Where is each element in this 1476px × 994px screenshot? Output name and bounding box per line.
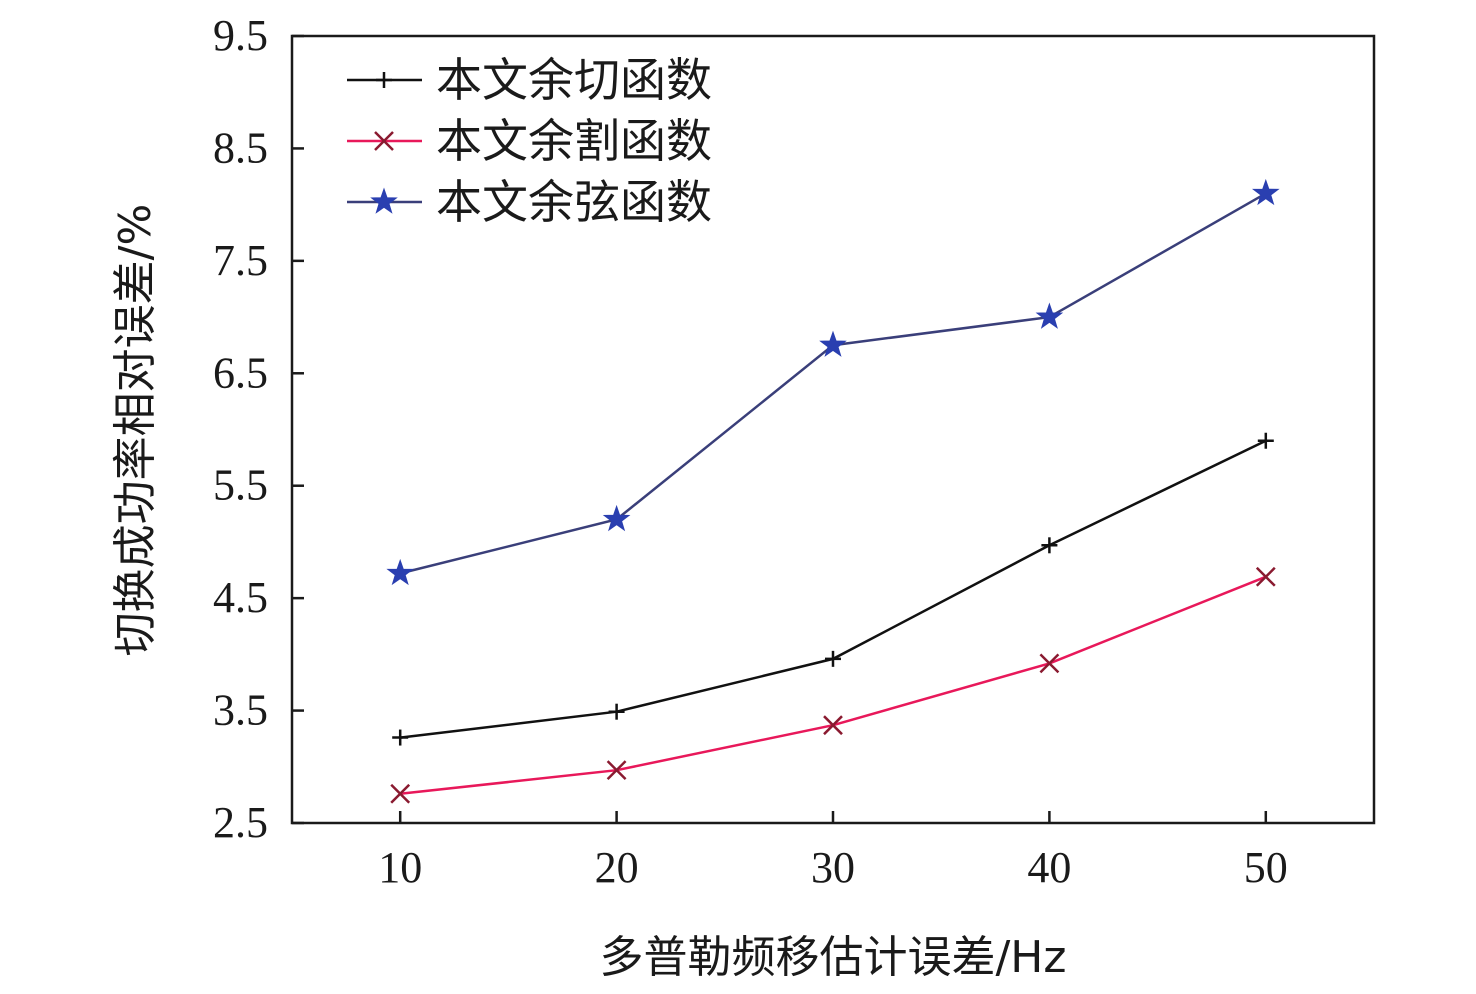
y-tick-label: 5.5 bbox=[213, 461, 268, 510]
series-layer bbox=[386, 178, 1280, 804]
data-point bbox=[1255, 566, 1276, 587]
legend-marker bbox=[376, 72, 392, 88]
y-tick-label: 9.5 bbox=[213, 11, 268, 60]
x-tick-label: 10 bbox=[378, 843, 422, 892]
legend-item: 本文余切函数 bbox=[347, 53, 712, 107]
data-point bbox=[1035, 302, 1064, 329]
data-point bbox=[823, 715, 843, 736]
legend-item: 本文余割函数 bbox=[347, 114, 712, 168]
series-3 bbox=[386, 178, 1280, 586]
y-tick-label: 3.5 bbox=[213, 686, 268, 735]
y-tick-label: 7.5 bbox=[213, 236, 268, 285]
series-line bbox=[399, 192, 1267, 575]
data-point bbox=[386, 558, 415, 586]
series-2 bbox=[390, 566, 1276, 804]
legend-marker bbox=[370, 187, 398, 214]
data-point bbox=[390, 783, 411, 804]
x-tick-label: 20 bbox=[595, 843, 639, 892]
legend-label: 本文余弦函数 bbox=[436, 175, 712, 229]
y-tick-label: 2.5 bbox=[213, 798, 268, 847]
legend-label: 本文余切函数 bbox=[436, 53, 712, 107]
legend-label: 本文余割函数 bbox=[436, 114, 712, 168]
y-tick-label: 8.5 bbox=[213, 123, 268, 172]
data-point bbox=[608, 703, 625, 720]
data-point bbox=[392, 729, 409, 746]
data-point bbox=[602, 504, 631, 532]
series-1 bbox=[392, 432, 1274, 746]
y-axis: 2.5 3.5 4.5 5.5 6.5 7.5 8.5 9.5 bbox=[213, 11, 304, 847]
data-point bbox=[825, 650, 841, 667]
x-tick-label: 30 bbox=[811, 843, 855, 892]
series-line bbox=[400, 575, 1267, 796]
y-axis-title: 切换成功率相对误差/% bbox=[110, 204, 161, 657]
y-tick-label: 6.5 bbox=[213, 348, 268, 397]
data-point bbox=[1041, 537, 1058, 554]
series-line bbox=[400, 439, 1267, 739]
data-point bbox=[606, 760, 627, 781]
data-point bbox=[819, 330, 847, 357]
legend-marker bbox=[374, 131, 394, 151]
data-point bbox=[1039, 653, 1060, 674]
y-tick-label: 4.5 bbox=[213, 573, 268, 622]
x-tick-label: 50 bbox=[1244, 843, 1288, 892]
x-tick-label: 40 bbox=[1027, 843, 1071, 892]
x-axis: 10 20 30 40 50 bbox=[378, 811, 1288, 892]
data-point bbox=[1257, 432, 1274, 449]
x-axis-title: 多普勒频移估计误差/Hz bbox=[599, 932, 1066, 983]
data-point bbox=[1251, 178, 1280, 206]
legend-item: 本文余弦函数 bbox=[347, 175, 712, 229]
